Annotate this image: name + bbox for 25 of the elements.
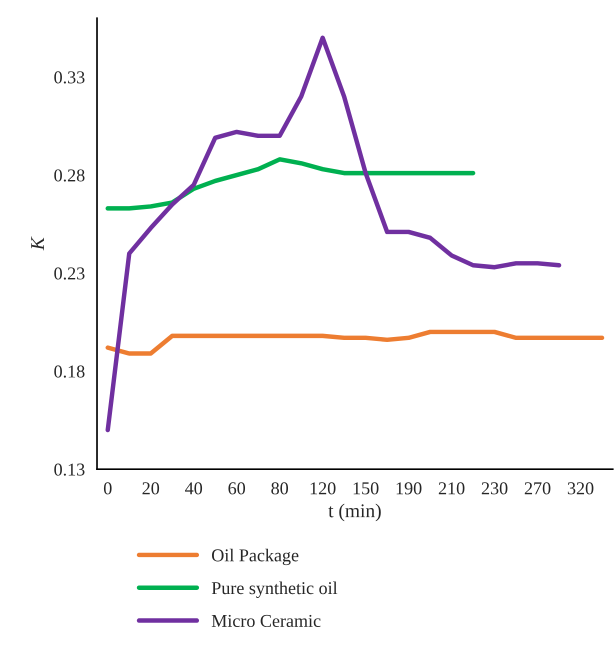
y-tick-label: 0.23: [54, 267, 84, 280]
y-tick-label: 0.18: [54, 365, 85, 378]
x-tick-label: 60: [228, 482, 246, 494]
y-tick-label: 0.28: [54, 169, 85, 182]
x-tick-label: 210: [438, 482, 464, 494]
x-tick-label: 190: [396, 482, 422, 494]
x-tick-label: 320: [568, 482, 594, 494]
x-tick-label: 0: [104, 482, 112, 494]
x-tick-label: 230: [482, 482, 508, 494]
x-tick-label: 20: [142, 482, 160, 494]
legend-label: Micro Ceramic: [212, 614, 321, 628]
x-tick-label: 40: [185, 482, 202, 494]
y-axis-title: K: [31, 236, 44, 250]
legend-label: Pure synthetic oil: [212, 582, 338, 598]
y-tick-label: 0.13: [54, 463, 84, 476]
line-series: [106, 330, 604, 356]
x-tick-label: 120: [310, 482, 336, 494]
x-tick-label: 270: [524, 482, 550, 494]
x-tick-label: 150: [354, 482, 378, 494]
legend-label: Oil Package: [212, 548, 298, 566]
line-series: [106, 36, 562, 432]
y-tick-label: 0.33: [54, 71, 84, 84]
line-series: [106, 157, 476, 211]
x-tick-label: 80: [271, 482, 288, 494]
x-axis-title: t (min): [328, 504, 381, 522]
